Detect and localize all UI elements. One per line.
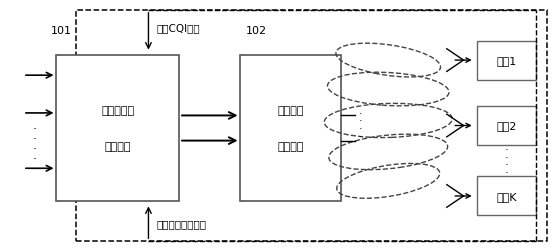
Bar bbox=[477, 41, 536, 80]
Bar bbox=[76, 11, 547, 241]
Bar bbox=[56, 56, 179, 201]
Text: 瞬时CQI反馈: 瞬时CQI反馈 bbox=[157, 23, 201, 33]
Text: ·
·
·
·: · · · · bbox=[358, 108, 362, 141]
Text: 用户2: 用户2 bbox=[496, 121, 517, 131]
Bar bbox=[240, 56, 341, 201]
Text: 用户配对和: 用户配对和 bbox=[101, 106, 134, 116]
Text: 用户K: 用户K bbox=[496, 191, 517, 201]
Text: 102: 102 bbox=[246, 26, 267, 36]
Text: 波束成形: 波束成形 bbox=[277, 106, 304, 116]
Text: 传输模块: 传输模块 bbox=[277, 141, 304, 151]
Text: ·
·
·
·: · · · · bbox=[32, 122, 36, 165]
Bar bbox=[477, 107, 536, 145]
Text: 统计信道信息反馈: 统计信道信息反馈 bbox=[157, 219, 207, 229]
Text: 用户1: 用户1 bbox=[496, 56, 517, 66]
Text: ·
·
·
·: · · · · bbox=[505, 145, 509, 177]
Bar bbox=[477, 177, 536, 216]
Text: 调度模块: 调度模块 bbox=[105, 141, 131, 151]
Text: 101: 101 bbox=[51, 26, 72, 36]
